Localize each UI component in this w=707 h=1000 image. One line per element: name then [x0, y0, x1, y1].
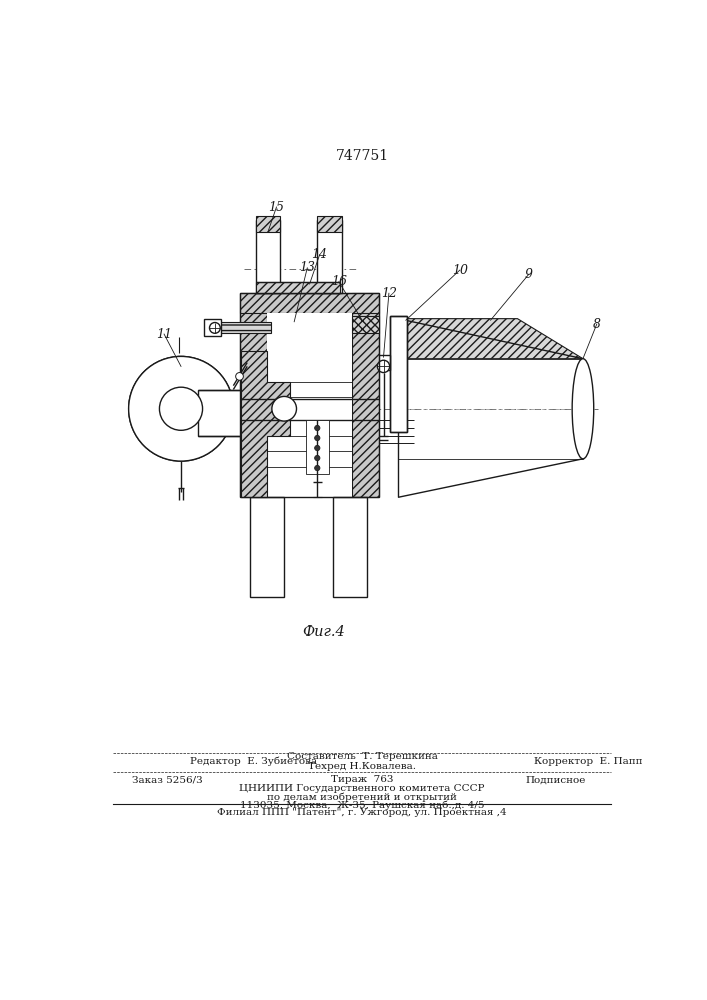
Bar — [317, 220, 342, 293]
Bar — [305, 420, 329, 474]
Text: Редактор  Е. Зубиетова: Редактор Е. Зубиетова — [190, 757, 317, 766]
Text: Корректор  Е. Папп: Корректор Е. Папп — [534, 757, 643, 766]
Circle shape — [315, 425, 320, 431]
Text: Техред Н.Ковалева.: Техред Н.Ковалева. — [308, 762, 416, 771]
Circle shape — [378, 360, 390, 373]
Text: 10: 10 — [452, 264, 468, 277]
Circle shape — [272, 396, 296, 421]
Bar — [209, 322, 271, 333]
Bar — [204, 319, 221, 336]
Text: Тираж  763: Тираж 763 — [331, 775, 393, 784]
Text: 747751: 747751 — [335, 149, 389, 163]
Text: 14: 14 — [312, 248, 327, 261]
Bar — [250, 497, 284, 597]
Bar — [317, 216, 342, 232]
Circle shape — [315, 435, 320, 441]
Bar — [352, 316, 379, 333]
Text: 8: 8 — [592, 318, 601, 331]
Circle shape — [209, 323, 221, 333]
Text: 16: 16 — [331, 275, 347, 288]
Text: 9: 9 — [525, 267, 533, 280]
Text: 11: 11 — [156, 328, 172, 341]
Text: Заказ 5256/3: Заказ 5256/3 — [132, 775, 203, 784]
Circle shape — [315, 455, 320, 461]
Bar — [256, 216, 281, 232]
Bar — [377, 355, 390, 370]
Text: ЦНИИПИ Государственного комитета СССР: ЦНИИПИ Государственного комитета СССР — [239, 784, 485, 793]
Circle shape — [315, 465, 320, 471]
Bar — [390, 316, 407, 339]
Bar — [267, 312, 352, 497]
Bar — [256, 220, 281, 293]
Text: 13: 13 — [299, 261, 315, 274]
Ellipse shape — [572, 359, 594, 459]
Circle shape — [235, 373, 243, 380]
Text: по делам изобретений и открытий: по делам изобретений и открытий — [267, 792, 457, 802]
Polygon shape — [240, 293, 379, 312]
Circle shape — [315, 445, 320, 451]
Text: 15: 15 — [269, 201, 284, 214]
Text: 12: 12 — [381, 287, 397, 300]
Circle shape — [160, 387, 203, 430]
Text: Филиал ППП "Патент", г. Ужгород, ул. Проектная ,4: Филиал ППП "Патент", г. Ужгород, ул. Про… — [217, 808, 507, 817]
Circle shape — [129, 356, 233, 461]
Polygon shape — [398, 319, 583, 359]
Text: 113035, Москва,  Ж-35, Раушская наб.,д. 4/5: 113035, Москва, Ж-35, Раушская наб.,д. 4… — [240, 801, 484, 810]
Bar — [256, 282, 340, 293]
Text: Фиг.4: Фиг.4 — [302, 625, 345, 639]
Polygon shape — [240, 293, 267, 497]
Polygon shape — [241, 351, 291, 497]
Text: Составитель  Т. Терешкина: Составитель Т. Терешкина — [286, 752, 438, 761]
Polygon shape — [352, 293, 379, 497]
Text: Подписное: Подписное — [525, 775, 585, 784]
Circle shape — [129, 356, 233, 461]
Bar — [390, 316, 407, 432]
Bar — [333, 497, 368, 597]
Polygon shape — [198, 389, 240, 436]
